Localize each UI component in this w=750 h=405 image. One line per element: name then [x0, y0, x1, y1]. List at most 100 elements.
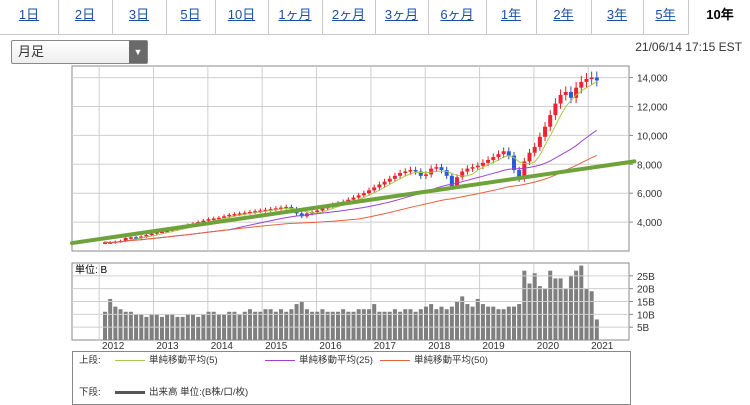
volume-bar	[113, 306, 118, 340]
candle-body	[480, 162, 485, 166]
volume-bar	[325, 311, 330, 340]
volume-bar	[403, 309, 408, 340]
tab-9[interactable]: 6ヶ月	[428, 0, 487, 34]
candle-body	[103, 242, 107, 244]
volume-bar	[175, 316, 180, 340]
volume-bar	[351, 311, 356, 340]
period-tabs: 1日 2日 3日 5日 10日 1ヶ月 2ヶ月 3ヶ月 6ヶ月 1年 2年 3年 5年 10年	[0, 0, 750, 35]
candle-body	[563, 92, 568, 95]
candle-body	[496, 154, 501, 158]
x-tick-label: 2021	[591, 341, 614, 352]
tab-6[interactable]: 1ヶ月	[268, 0, 323, 34]
y-tick-label: 8,000	[637, 160, 662, 171]
volume-bar	[268, 309, 273, 340]
price-panel	[71, 65, 630, 252]
candle-body	[128, 237, 133, 239]
volume-bar	[574, 270, 579, 340]
candle-body	[247, 211, 252, 214]
volume-bar	[475, 298, 480, 340]
volume-bar	[439, 306, 444, 340]
candle-body	[159, 231, 164, 233]
volume-bar	[444, 309, 449, 340]
tab-7[interactable]: 2ヶ月	[322, 0, 376, 34]
volume-bar	[398, 311, 403, 340]
x-tick-label: 2016	[319, 341, 342, 352]
volume-bar	[594, 319, 599, 340]
volume-bar	[180, 316, 185, 340]
candle-body	[284, 206, 289, 209]
period-select-value: 月足	[18, 44, 45, 59]
volume-unit-label: 単位: B	[75, 263, 108, 276]
tab-8[interactable]: 3ヶ月	[375, 0, 429, 34]
volume-bar	[356, 309, 361, 340]
volume-bar	[449, 306, 454, 340]
tab-1[interactable]: 1日	[0, 0, 59, 34]
volume-bar	[589, 291, 594, 340]
volume-bar	[408, 309, 413, 340]
volume-bar	[273, 311, 278, 340]
volume-bar	[491, 306, 496, 340]
volume-bar	[279, 309, 284, 340]
volume-bar	[289, 309, 294, 340]
volume-y-tick-label: 25B	[637, 272, 655, 283]
candle-body	[134, 237, 139, 239]
candle-body	[108, 242, 113, 244]
volume-bar	[320, 309, 325, 340]
volume-bar	[532, 273, 537, 340]
volume-bar	[206, 311, 211, 340]
volume-bar	[108, 298, 113, 340]
candle-body	[165, 230, 170, 233]
candle-body	[211, 218, 216, 220]
tab-12[interactable]: 3年	[591, 0, 644, 34]
legend-ma25: 単純移動平均(25)	[265, 354, 373, 368]
volume-y-tick-label: 10B	[637, 310, 655, 321]
candle-body	[589, 77, 594, 80]
volume-bar	[211, 311, 216, 340]
volume-bar	[465, 304, 470, 340]
volume-bar	[144, 316, 149, 340]
legend-ma50: 単純移動平均(50)	[380, 354, 488, 368]
legend-ma5: 単純移動平均(5)	[115, 354, 218, 368]
volume-y-tick-label: 15B	[637, 298, 655, 309]
candle-body	[227, 214, 232, 217]
candle-body	[258, 210, 263, 213]
volume-bar	[486, 306, 491, 340]
volume-bar	[128, 311, 133, 340]
candle-body	[553, 103, 558, 116]
volume-bar	[496, 309, 501, 340]
volume-bar	[294, 304, 299, 340]
volume-bar	[553, 278, 558, 340]
candle-body	[594, 77, 599, 81]
y-tick-label: 14,000	[637, 74, 668, 85]
candle-body	[356, 195, 361, 198]
candle-body	[237, 213, 242, 215]
candle-body	[154, 232, 159, 234]
tab-3[interactable]: 3日	[112, 0, 167, 34]
tab-11[interactable]: 2年	[536, 0, 592, 34]
trendline	[70, 159, 637, 246]
candle-body	[361, 193, 366, 196]
candle-body	[579, 81, 584, 88]
x-tick-label: 2018	[428, 341, 451, 352]
candle-body	[139, 236, 144, 239]
volume-bar	[506, 306, 511, 340]
tab-4[interactable]: 5日	[166, 0, 216, 34]
tab-5[interactable]: 10日	[215, 0, 269, 34]
volume-bar	[232, 311, 237, 340]
candle-body	[387, 178, 392, 182]
candle-body	[408, 170, 413, 172]
timestamp: 21/06/14 17:15 EST	[635, 40, 742, 54]
volume-bar	[517, 304, 522, 340]
legend-ma5-label: 単純移動平均(5)	[149, 355, 218, 366]
tab-10[interactable]: 1年	[486, 0, 537, 34]
candle-body	[268, 209, 273, 211]
volume-bar	[310, 311, 315, 340]
period-select[interactable]: 月足 ▼	[11, 40, 148, 64]
ma50-line	[104, 154, 598, 244]
tab-14[interactable]: 10年	[688, 0, 750, 35]
volume-bar	[423, 306, 428, 340]
candle-body	[392, 175, 397, 179]
candle-body	[465, 168, 470, 172]
volume-y-tick-label: 5B	[637, 323, 650, 334]
tab-2[interactable]: 2日	[58, 0, 113, 34]
